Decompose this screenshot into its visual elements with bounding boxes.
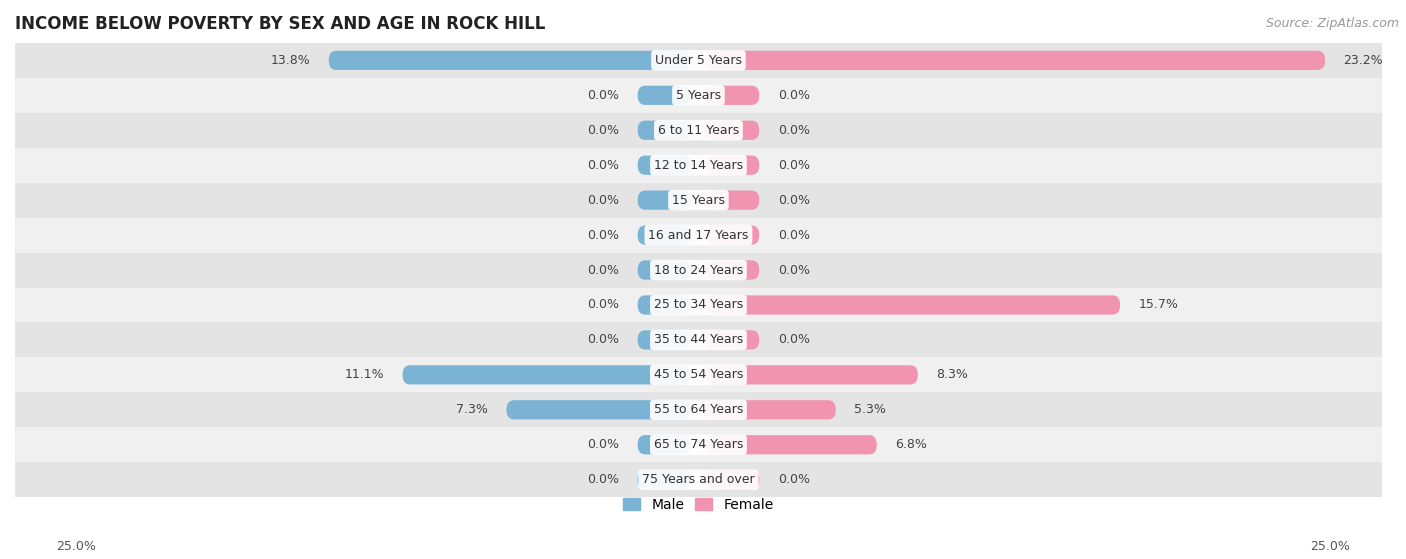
FancyBboxPatch shape	[706, 330, 759, 349]
FancyBboxPatch shape	[706, 400, 835, 419]
Text: Under 5 Years: Under 5 Years	[655, 54, 742, 67]
Text: 0.0%: 0.0%	[778, 229, 810, 241]
Text: 0.0%: 0.0%	[778, 89, 810, 102]
Bar	[15, 287, 1382, 323]
Text: 6.8%: 6.8%	[896, 438, 927, 451]
FancyBboxPatch shape	[706, 155, 759, 175]
Bar	[15, 183, 1382, 217]
Text: Source: ZipAtlas.com: Source: ZipAtlas.com	[1265, 17, 1399, 30]
Text: 75 Years and over: 75 Years and over	[643, 473, 755, 486]
FancyBboxPatch shape	[706, 51, 1326, 70]
Text: 0.0%: 0.0%	[588, 193, 619, 207]
Text: 0.0%: 0.0%	[778, 473, 810, 486]
Text: 0.0%: 0.0%	[588, 229, 619, 241]
Text: 0.0%: 0.0%	[588, 89, 619, 102]
Text: 16 and 17 Years: 16 and 17 Years	[648, 229, 748, 241]
FancyBboxPatch shape	[637, 295, 690, 315]
FancyBboxPatch shape	[637, 191, 690, 210]
FancyBboxPatch shape	[706, 121, 759, 140]
Text: 12 to 14 Years: 12 to 14 Years	[654, 159, 742, 172]
FancyBboxPatch shape	[706, 435, 877, 454]
Text: 35 to 44 Years: 35 to 44 Years	[654, 333, 742, 347]
FancyBboxPatch shape	[637, 435, 690, 454]
Text: 6 to 11 Years: 6 to 11 Years	[658, 124, 740, 137]
Text: 5.3%: 5.3%	[855, 403, 886, 416]
Bar	[15, 78, 1382, 113]
Bar	[15, 323, 1382, 357]
FancyBboxPatch shape	[637, 470, 690, 489]
Text: 13.8%: 13.8%	[270, 54, 311, 67]
Text: 0.0%: 0.0%	[588, 159, 619, 172]
Text: 25 to 34 Years: 25 to 34 Years	[654, 299, 742, 311]
Text: 8.3%: 8.3%	[936, 368, 969, 381]
Text: 65 to 74 Years: 65 to 74 Years	[654, 438, 744, 451]
Text: 0.0%: 0.0%	[778, 333, 810, 347]
Bar	[15, 462, 1382, 497]
Text: 0.0%: 0.0%	[588, 263, 619, 277]
FancyBboxPatch shape	[706, 191, 759, 210]
FancyBboxPatch shape	[506, 400, 690, 419]
FancyBboxPatch shape	[637, 155, 690, 175]
Text: INCOME BELOW POVERTY BY SEX AND AGE IN ROCK HILL: INCOME BELOW POVERTY BY SEX AND AGE IN R…	[15, 15, 546, 33]
Text: 0.0%: 0.0%	[778, 124, 810, 137]
Text: 5 Years: 5 Years	[676, 89, 721, 102]
FancyBboxPatch shape	[637, 260, 690, 280]
FancyBboxPatch shape	[637, 86, 690, 105]
Bar	[15, 148, 1382, 183]
Text: 0.0%: 0.0%	[588, 438, 619, 451]
Text: 18 to 24 Years: 18 to 24 Years	[654, 263, 742, 277]
Text: 55 to 64 Years: 55 to 64 Years	[654, 403, 744, 416]
FancyBboxPatch shape	[637, 225, 690, 245]
Bar	[15, 427, 1382, 462]
FancyBboxPatch shape	[706, 295, 1121, 315]
FancyBboxPatch shape	[706, 365, 918, 385]
Bar	[15, 217, 1382, 253]
Text: 7.3%: 7.3%	[456, 403, 488, 416]
Bar	[15, 253, 1382, 287]
FancyBboxPatch shape	[706, 470, 759, 489]
Text: 0.0%: 0.0%	[778, 263, 810, 277]
FancyBboxPatch shape	[329, 51, 690, 70]
Text: 0.0%: 0.0%	[778, 193, 810, 207]
FancyBboxPatch shape	[706, 225, 759, 245]
Text: 25.0%: 25.0%	[56, 541, 96, 553]
Bar	[15, 43, 1382, 78]
Bar	[15, 113, 1382, 148]
FancyBboxPatch shape	[637, 121, 690, 140]
Text: 45 to 54 Years: 45 to 54 Years	[654, 368, 744, 381]
Text: 0.0%: 0.0%	[588, 333, 619, 347]
FancyBboxPatch shape	[402, 365, 690, 385]
FancyBboxPatch shape	[706, 260, 759, 280]
Text: 25.0%: 25.0%	[1310, 541, 1350, 553]
Bar	[15, 357, 1382, 392]
Text: 15.7%: 15.7%	[1139, 299, 1178, 311]
Text: 0.0%: 0.0%	[588, 473, 619, 486]
Text: 0.0%: 0.0%	[778, 159, 810, 172]
Text: 11.1%: 11.1%	[344, 368, 384, 381]
Text: 0.0%: 0.0%	[588, 124, 619, 137]
Bar	[15, 392, 1382, 427]
FancyBboxPatch shape	[706, 86, 759, 105]
Text: 15 Years: 15 Years	[672, 193, 725, 207]
FancyBboxPatch shape	[637, 330, 690, 349]
Legend: Male, Female: Male, Female	[617, 492, 779, 518]
Text: 23.2%: 23.2%	[1344, 54, 1384, 67]
Text: 0.0%: 0.0%	[588, 299, 619, 311]
